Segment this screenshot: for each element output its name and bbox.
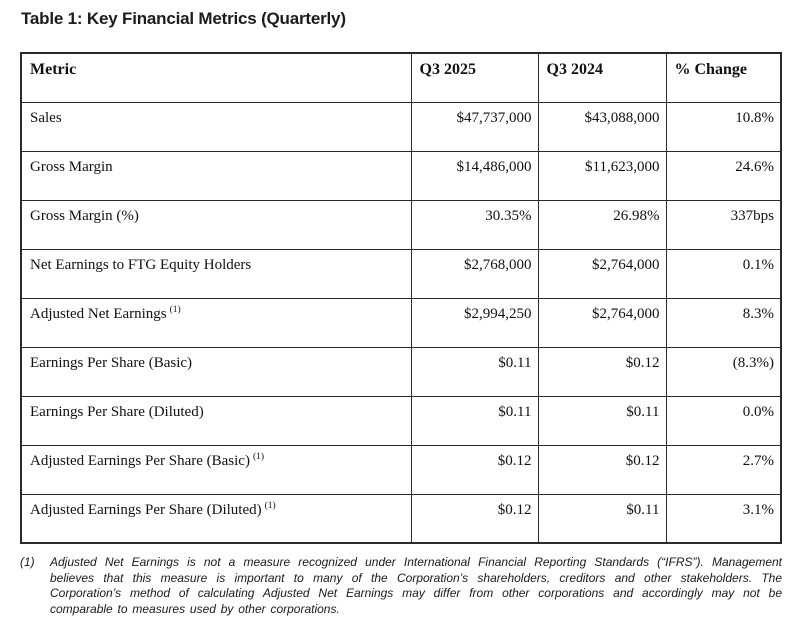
value-q3-2024: $0.11 [537, 395, 667, 446]
value-q3-2024: $0.12 [537, 346, 667, 397]
table-row: Earnings Per Share (Basic) $0.11 $0.12 (… [20, 346, 782, 397]
value-pct-change: 2.7% [665, 444, 782, 495]
value-q3-2024: $43,088,000 [537, 101, 667, 152]
value-q3-2025: $0.12 [410, 444, 539, 495]
value-q3-2025: $14,486,000 [410, 150, 539, 201]
value-pct-change: 0.1% [665, 248, 782, 299]
metric-label: Sales [20, 101, 412, 152]
value-pct-change: (8.3%) [665, 346, 782, 397]
value-q3-2024: $11,623,000 [537, 150, 667, 201]
table-row: Adjusted Net Earnings (1) $2,994,250 $2,7… [20, 297, 782, 348]
metric-text: Earnings Per Share (Diluted) [30, 403, 204, 420]
column-header-metric: Metric [20, 52, 412, 103]
metric-label: Earnings Per Share (Basic) [20, 346, 412, 397]
metric-text: Sales [30, 109, 62, 126]
metric-label: Adjusted Earnings Per Share (Diluted) (1) [20, 493, 412, 544]
metric-text: Gross Margin [30, 158, 113, 175]
footnote-marker: (1) [20, 555, 35, 569]
table-row: Sales $47,737,000 $43,088,000 10.8% [20, 101, 782, 152]
footnote-reference: (1) [169, 304, 181, 315]
value-q3-2024: $2,764,000 [537, 248, 667, 299]
metric-label: Adjusted Net Earnings (1) [20, 297, 412, 348]
column-header-q3-2024: Q3 2024 [537, 52, 667, 103]
footnote: (1) Adjusted Net Earnings is not a measu… [20, 555, 782, 617]
metric-label: Earnings Per Share (Diluted) [20, 395, 412, 446]
value-pct-change: 8.3% [665, 297, 782, 348]
header-row: Metric Q3 2025 Q3 2024 % Change [20, 52, 782, 103]
column-header-pct-change: % Change [665, 52, 782, 103]
value-pct-change: 10.8% [665, 101, 782, 152]
metric-text: Gross Margin (%) [30, 207, 139, 224]
table-row: Adjusted Earnings Per Share (Basic) (1) $… [20, 444, 782, 495]
value-pct-change: 337bps [665, 199, 782, 250]
metric-text: Net Earnings to FTG Equity Holders [30, 256, 252, 273]
footnote-text: Adjusted Net Earnings is not a measure r… [50, 555, 782, 616]
table-title: Table 1: Key Financial Metrics (Quarterl… [21, 9, 346, 28]
table-row: Gross Margin $14,486,000 $11,623,000 24.… [20, 150, 782, 201]
value-q3-2024: 26.98% [537, 199, 667, 250]
footnote-reference: (1) [252, 451, 265, 462]
financial-metrics-table: Metric Q3 2025 Q3 2024 % Change Sales $4… [20, 52, 782, 544]
metric-label: Gross Margin [20, 150, 412, 201]
table-row: Net Earnings to FTG Equity Holders $2,76… [20, 248, 782, 299]
metric-label: Gross Margin (%) [20, 199, 412, 250]
value-q3-2025: $2,994,250 [410, 297, 539, 348]
footnote-reference: (1) [264, 500, 276, 511]
metric-label: Net Earnings to FTG Equity Holders [20, 248, 412, 299]
metric-text: Adjusted Earnings Per Share (Diluted) [30, 501, 262, 518]
column-header-q3-2025: Q3 2025 [410, 52, 539, 103]
value-q3-2025: $47,737,000 [410, 101, 539, 152]
value-q3-2025: $0.11 [410, 346, 539, 397]
metric-text: Adjusted Earnings Per Share (Basic) [30, 452, 250, 469]
metric-text: Adjusted Net Earnings [30, 305, 167, 322]
value-q3-2025: 30.35% [410, 199, 539, 250]
value-q3-2025: $2,768,000 [410, 248, 539, 299]
value-pct-change: 24.6% [665, 150, 782, 201]
value-pct-change: 3.1% [665, 493, 782, 544]
value-pct-change: 0.0% [665, 395, 782, 446]
table-row: Earnings Per Share (Diluted) $0.11 $0.11… [20, 395, 782, 446]
value-q3-2024: $0.11 [537, 493, 667, 544]
value-q3-2025: $0.12 [410, 493, 539, 544]
value-q3-2024: $2,764,000 [537, 297, 667, 348]
metric-text: Earnings Per Share (Basic) [30, 354, 193, 371]
metric-label: Adjusted Earnings Per Share (Basic) (1) [20, 444, 412, 495]
value-q3-2025: $0.11 [410, 395, 539, 446]
table-row: Adjusted Earnings Per Share (Diluted) (1)… [20, 493, 782, 544]
table-row: Gross Margin (%) 30.35% 26.98% 337bps [20, 199, 782, 250]
value-q3-2024: $0.12 [537, 444, 667, 495]
